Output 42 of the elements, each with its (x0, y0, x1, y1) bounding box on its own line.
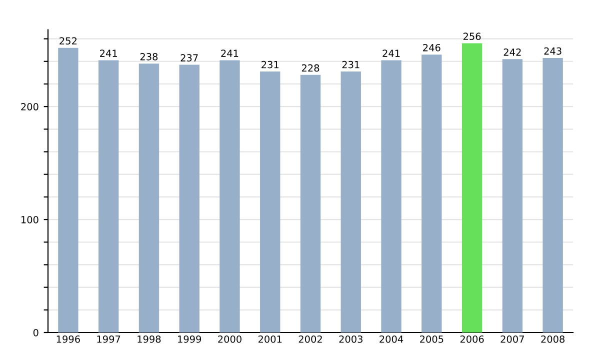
x-tick-label: 2008 (541, 335, 565, 343)
bar (381, 60, 402, 332)
y-tick-label: 100 (21, 216, 38, 224)
x-tick-label: 2003 (339, 335, 362, 343)
data-label: 231 (342, 60, 360, 68)
x-tick-label: 2004 (380, 335, 404, 343)
data-label: 256 (463, 32, 481, 40)
data-label: 237 (180, 54, 198, 62)
x-tick-label: 2005 (420, 335, 444, 343)
bar (462, 43, 482, 332)
x-tick-label: 2001 (258, 335, 282, 343)
x-tick-label: 2007 (500, 335, 524, 343)
x-tick-label: 2002 (298, 335, 322, 343)
bar (260, 72, 280, 332)
y-tick-label: 200 (21, 103, 38, 110)
data-label: 241 (221, 50, 238, 57)
bar (58, 48, 78, 332)
data-label: 243 (544, 47, 562, 55)
bar (340, 72, 361, 332)
x-tick-label: 2006 (460, 335, 484, 343)
data-label: 241 (382, 50, 400, 57)
bar (179, 64, 200, 332)
data-label: 228 (302, 64, 320, 72)
x-tick-label: 1997 (97, 335, 120, 343)
data-label: 252 (60, 37, 76, 45)
bar (220, 60, 240, 332)
bar (300, 74, 321, 332)
bar (422, 54, 442, 332)
bar (98, 60, 119, 332)
y-tick-label: 0 (33, 328, 38, 336)
bar (502, 59, 523, 332)
data-label: 241 (100, 50, 117, 57)
data-label: 246 (423, 44, 440, 52)
x-tick-label: 2000 (218, 335, 242, 343)
data-label: 238 (140, 53, 158, 60)
x-tick-label: 1996 (56, 335, 80, 343)
x-tick-label: 1998 (138, 335, 161, 343)
bar (138, 64, 160, 332)
data-label: 231 (262, 60, 278, 68)
bar (542, 58, 563, 332)
data-label: 242 (504, 48, 521, 56)
x-tick-label: 1999 (178, 335, 202, 343)
